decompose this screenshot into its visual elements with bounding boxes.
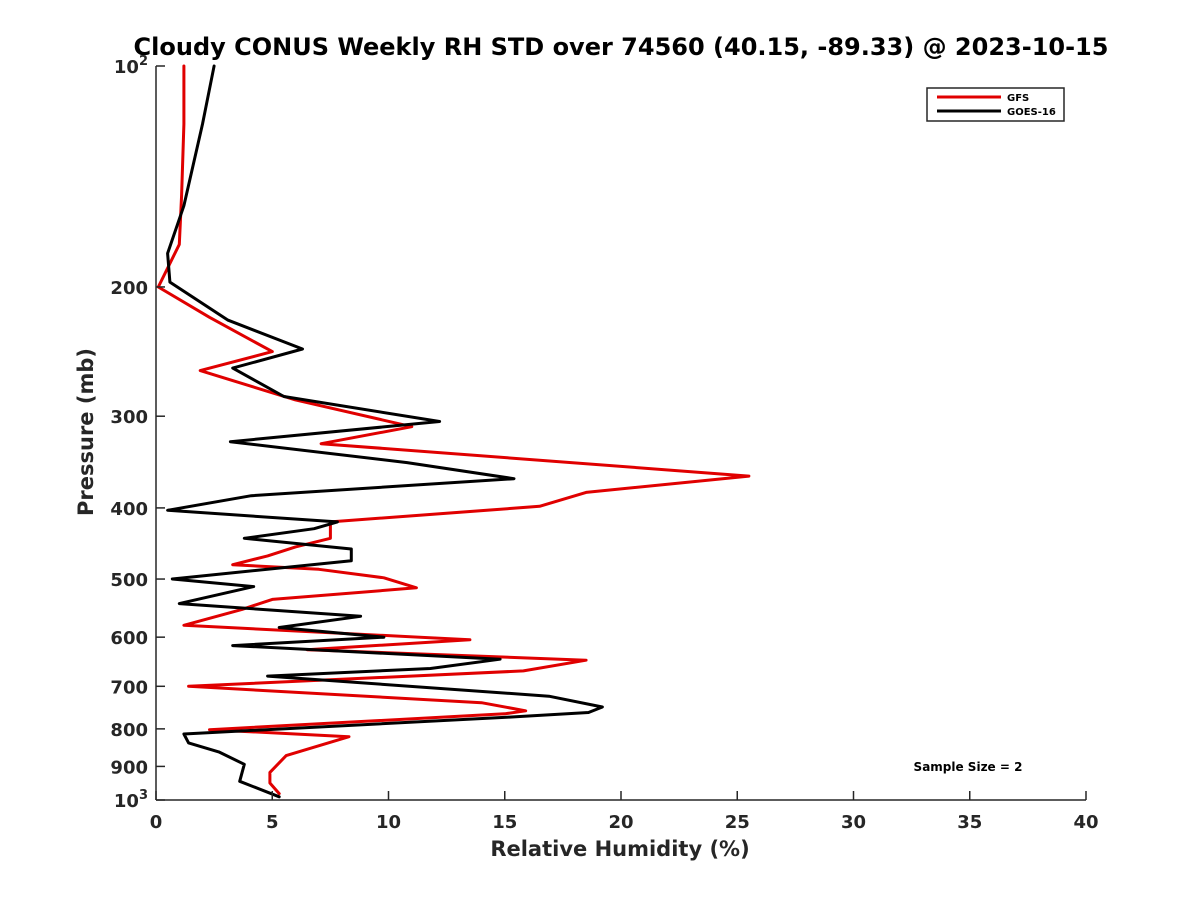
- legend-label-goes-16: GOES-16: [1007, 107, 1056, 118]
- plot-lines: [156, 64, 751, 799]
- y-tick-label: 102: [114, 54, 148, 78]
- y-tick-label: 500: [110, 570, 148, 591]
- y-tick-label: 600: [110, 628, 148, 649]
- x-tick-label: 15: [492, 812, 517, 833]
- sample-size-annotation: Sample Size = 2: [914, 760, 1023, 774]
- y-tick-label: 700: [110, 677, 148, 698]
- series-line-gfs: [156, 64, 751, 796]
- legend-label-gfs: GFS: [1007, 93, 1029, 104]
- y-tick-label: 800: [110, 720, 148, 741]
- x-tick-label: 5: [266, 812, 279, 833]
- x-tick-label: 0: [150, 812, 163, 833]
- x-tick-label: 40: [1073, 812, 1098, 833]
- y-tick-label: 103: [114, 788, 148, 812]
- y-tick-label: 900: [110, 757, 148, 778]
- y-tick-label: 200: [110, 278, 148, 299]
- chart-title: Cloudy CONUS Weekly RH STD over 74560 (4…: [134, 33, 1109, 61]
- y-tick-label: 300: [110, 407, 148, 428]
- x-tick-label: 20: [608, 812, 633, 833]
- x-tick-label: 35: [957, 812, 982, 833]
- legend: GFS GOES-16: [926, 87, 1065, 122]
- series-line-goes-16: [166, 64, 604, 799]
- x-axis-label: Relative Humidity (%): [490, 837, 749, 861]
- y-axis-label: Pressure (mb): [74, 348, 98, 516]
- x-axis-ticks: 0 5 10 15 20 25 30 35 40: [150, 791, 1099, 833]
- x-tick-label: 10: [376, 812, 401, 833]
- y-tick-label: 400: [110, 499, 148, 520]
- x-tick-label: 25: [725, 812, 750, 833]
- legend-box: [926, 87, 1065, 122]
- y-axis-ticks: 102 200 300 400 500 600 700 800 900 103: [110, 54, 165, 812]
- x-tick-label: 30: [841, 812, 866, 833]
